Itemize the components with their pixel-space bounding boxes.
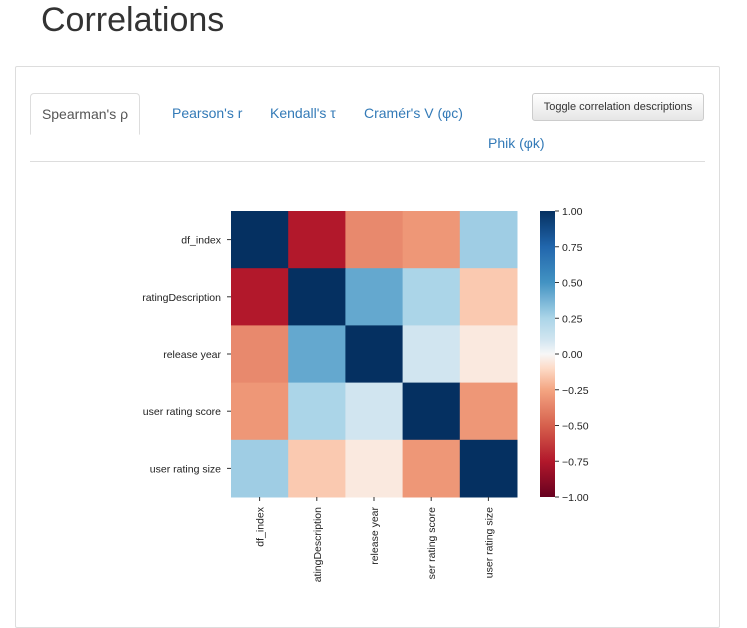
toggle-descriptions-button[interactable]: Toggle correlation descriptions bbox=[532, 93, 704, 121]
tab-spearman[interactable]: Spearman's ρ bbox=[30, 93, 140, 135]
tab-pearson[interactable]: Pearson's r bbox=[172, 105, 243, 121]
correlations-panel: Spearman's ρ Pearson's r Kendall's τ Cra… bbox=[15, 66, 720, 628]
tab-kendall[interactable]: Kendall's τ bbox=[270, 105, 336, 121]
page-title: Correlations bbox=[41, 1, 225, 39]
tab-phik[interactable]: Phik (φk) bbox=[488, 135, 545, 151]
tab-cramers-v[interactable]: Cramér's V (φc) bbox=[364, 105, 463, 121]
correlation-tabs: Spearman's ρ Pearson's r Kendall's τ Cra… bbox=[30, 93, 705, 162]
